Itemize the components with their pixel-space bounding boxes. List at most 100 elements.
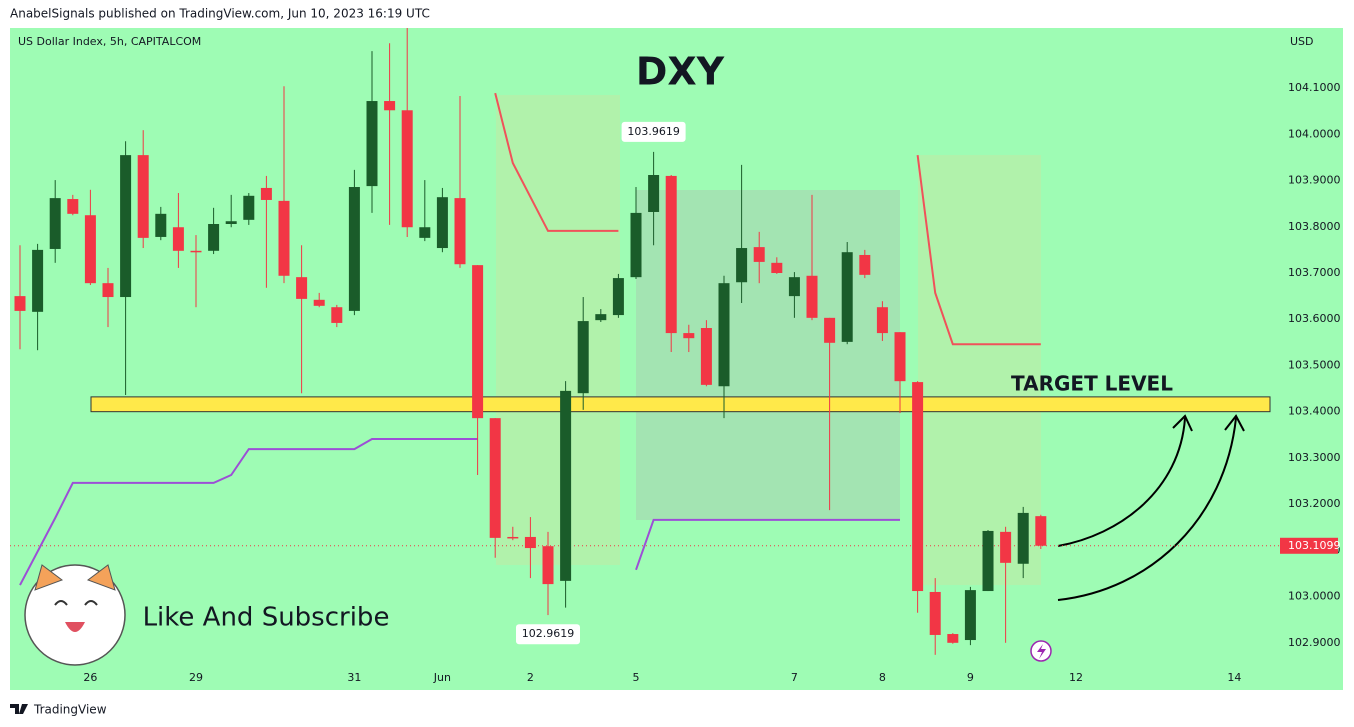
candle-body — [1035, 516, 1047, 546]
candle-body — [260, 187, 272, 200]
event-bolt — [1037, 644, 1046, 659]
currency-label: USD — [1290, 35, 1314, 48]
y-tick-label: 103.6000 — [1288, 312, 1341, 325]
candle-body — [788, 277, 800, 297]
candle-body — [489, 418, 501, 538]
indicator-line — [19, 437, 478, 586]
indicator-line — [635, 518, 901, 571]
candle-body — [507, 536, 519, 539]
tv-logo-mark — [10, 704, 28, 714]
candle-body — [384, 101, 396, 111]
candle-body — [947, 634, 959, 643]
candle-body — [542, 546, 554, 585]
candle-body — [243, 195, 255, 220]
target-zone — [90, 396, 1271, 413]
price-label-box — [516, 624, 581, 645]
candle-body — [630, 212, 642, 278]
candle-body — [190, 250, 202, 253]
candle-body — [964, 590, 976, 641]
candle-body — [225, 221, 237, 224]
y-tick-label: 104.1000 — [1288, 81, 1341, 94]
tv-logo — [10, 704, 28, 714]
arrow-head — [1172, 414, 1193, 432]
cat-face — [24, 564, 126, 666]
publish-header: AnabelSignals published on TradingView.c… — [10, 7, 430, 21]
x-tick-label: 26 — [83, 671, 97, 684]
chart-title: DXY — [636, 50, 725, 94]
shade-zone — [636, 190, 900, 520]
candle-body — [577, 321, 589, 394]
candle-body — [665, 175, 677, 334]
candle-body — [683, 333, 695, 339]
candle-body — [859, 254, 871, 275]
arrow — [1057, 417, 1186, 547]
candle-body — [84, 215, 96, 284]
y-tick-label: 103.4000 — [1288, 405, 1341, 418]
candle-body — [560, 390, 572, 581]
cat-eyes — [54, 600, 98, 606]
y-tick-label: 103.5000 — [1288, 358, 1341, 371]
y-tick-label: 104.0000 — [1288, 127, 1341, 140]
candle-body — [612, 278, 624, 316]
candle-body — [366, 101, 378, 187]
price-label: 102.9619 — [522, 627, 575, 640]
candle-body — [648, 175, 660, 212]
candle-body — [841, 252, 853, 342]
x-tick-label: 14 — [1227, 671, 1241, 684]
x-tick-label: 31 — [347, 671, 361, 684]
candle-body — [155, 213, 167, 237]
y-tick-label: 103.0000 — [1288, 590, 1341, 603]
candle-body — [700, 328, 712, 385]
candle-body — [348, 187, 360, 311]
candle-body — [824, 317, 836, 343]
plot-layer: TARGET LEVEL 103.9619 102.9619 — [10, 28, 1280, 655]
candle-body — [753, 247, 765, 262]
y-tick-label: 103.8000 — [1288, 220, 1341, 233]
candle-body — [454, 198, 466, 265]
candle-body — [524, 536, 536, 549]
cat-sticker — [24, 564, 126, 666]
candle-body — [137, 155, 149, 238]
candle-body — [736, 248, 748, 283]
candle-body — [1017, 512, 1029, 564]
candle-body — [929, 591, 941, 635]
x-tick-label: 29 — [189, 671, 203, 684]
candle-body — [718, 283, 730, 387]
x-tick-label: 8 — [879, 671, 886, 684]
candle-body — [102, 283, 114, 298]
x-tick-label: 7 — [791, 671, 798, 684]
candle-body — [172, 227, 184, 251]
cloud-shading — [496, 95, 1041, 585]
candle-body — [982, 530, 994, 592]
candle-body — [771, 262, 783, 273]
price-label: 103.9619 — [627, 125, 680, 138]
indicator-line — [494, 92, 619, 232]
candle-body — [876, 307, 888, 334]
candle-body — [67, 199, 79, 214]
footer-brand: TradingView — [33, 703, 107, 717]
y-tick-label: 103.2000 — [1288, 497, 1341, 510]
candle-body — [806, 275, 818, 318]
x-tick-label: Jun — [433, 671, 451, 684]
candle-body — [331, 307, 343, 323]
candle-body — [595, 314, 607, 321]
candle-body — [278, 200, 290, 276]
candle-body — [208, 224, 220, 251]
x-tick-label: 9 — [967, 671, 974, 684]
candle-body — [120, 155, 132, 298]
x-tick-label: 12 — [1069, 671, 1083, 684]
arrow — [1057, 417, 1237, 601]
indicator-line — [916, 154, 1041, 346]
candle-body — [296, 277, 308, 299]
price-label-box — [621, 121, 686, 142]
shade-zone — [496, 95, 620, 565]
candle-body — [14, 296, 26, 311]
y-tick-label: 102.9000 — [1288, 636, 1341, 649]
candle-body — [401, 110, 413, 228]
y-tick-label: 103.7000 — [1288, 266, 1341, 279]
last-price-label: 103.1099 — [1288, 539, 1341, 552]
y-tick-label: 103.9000 — [1288, 174, 1341, 187]
candle-body — [419, 227, 431, 238]
candle-body — [313, 299, 325, 306]
symbol-label: US Dollar Index, 5h, CAPITALCOM — [18, 35, 201, 48]
